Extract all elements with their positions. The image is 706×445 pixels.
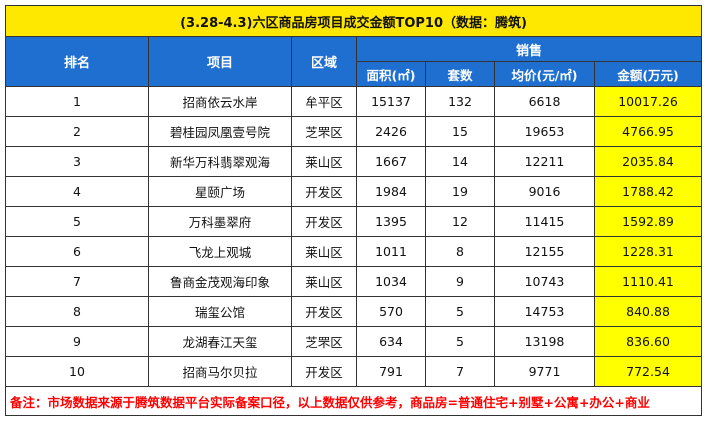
cell-avg-price: 12211 — [494, 146, 595, 177]
cell-rank: 1 — [5, 86, 149, 117]
cell-district: 开发区 — [291, 356, 357, 387]
header-district: 区域 — [291, 36, 357, 87]
header-rank: 排名 — [5, 36, 149, 87]
table-row: 3 新华万科翡翠观海 莱山区 1667 14 12211 2035.84 — [5, 146, 703, 177]
cell-avg-price: 13198 — [494, 326, 595, 357]
cell-area: 1984 — [356, 176, 426, 207]
cell-rank: 10 — [5, 356, 149, 387]
table-row: 7 鲁商金茂观海印象 莱山区 1034 9 10743 1110.41 — [5, 266, 703, 297]
cell-rank: 3 — [5, 146, 149, 177]
cell-district: 开发区 — [291, 206, 357, 237]
header-avg-price: 均价(元/㎡) — [494, 61, 595, 87]
table-container: (3.28-4.3)六区商品房项目成交金额TOP10（数据：腾筑) 排名 项目 … — [4, 5, 703, 416]
table-row: 8 瑞玺公馆 开发区 570 5 14753 840.88 — [5, 296, 703, 327]
cell-rank: 8 — [5, 296, 149, 327]
cell-area: 15137 — [356, 86, 426, 117]
cell-units: 19 — [425, 176, 495, 207]
cell-amount: 1788.42 — [593, 176, 703, 207]
cell-district: 开发区 — [291, 176, 357, 207]
cell-area: 1034 — [356, 266, 426, 297]
table-row: 6 飞龙上观城 莱山区 1011 8 12155 1228.31 — [5, 236, 703, 267]
cell-avg-price: 14753 — [494, 296, 595, 327]
cell-amount: 840.88 — [593, 296, 703, 327]
cell-avg-price: 12155 — [494, 236, 595, 267]
cell-area: 570 — [356, 296, 426, 327]
cell-project: 碧桂园凤凰壹号院 — [148, 116, 292, 147]
table-row: 4 星颐广场 开发区 1984 19 9016 1788.42 — [5, 176, 703, 207]
cell-district: 开发区 — [291, 296, 357, 327]
table-row: 1 招商依云水岸 牟平区 15137 132 6618 10017.26 — [5, 86, 703, 117]
cell-district: 芝罘区 — [291, 116, 357, 147]
cell-project: 招商马尔贝拉 — [148, 356, 292, 387]
header-row-2: 面积(㎡) 套数 均价(元/㎡) 金额(万元) — [6, 61, 703, 87]
cell-amount: 772.54 — [593, 356, 703, 387]
cell-area: 1395 — [356, 206, 426, 237]
cell-project: 龙湖春江天玺 — [148, 326, 292, 357]
cell-area: 2426 — [356, 116, 426, 147]
note-row: 备注：市场数据来源于腾筑数据平台实际备案口径，以上数据仅供参考，商品房=普通住宅… — [4, 386, 703, 416]
sales-ranking-table: (3.28-4.3)六区商品房项目成交金额TOP10（数据：腾筑) 排名 项目 … — [4, 5, 703, 416]
cell-area: 634 — [356, 326, 426, 357]
cell-project: 飞龙上观城 — [148, 236, 292, 267]
cell-units: 5 — [425, 296, 495, 327]
cell-amount: 10017.26 — [593, 86, 703, 117]
table-row: 10 招商马尔贝拉 开发区 791 7 9771 772.54 — [5, 356, 703, 387]
cell-rank: 5 — [5, 206, 149, 237]
table-body: 1 招商依云水岸 牟平区 15137 132 6618 10017.26 2 碧桂园凤凰壹号院芝… — [5, 86, 703, 387]
cell-avg-price: 10743 — [494, 266, 595, 297]
cell-project: 鲁商金茂观海印象 — [148, 266, 292, 297]
cell-units: 12 — [425, 206, 495, 237]
table-row: 5 万科墨翠府 开发区 1395 12 11415 1592.89 — [5, 206, 703, 237]
cell-district: 牟平区 — [291, 86, 357, 117]
cell-amount: 1592.89 — [593, 206, 703, 237]
cell-district: 莱山区 — [291, 146, 357, 177]
table-row: 2 碧桂园凤凰壹号院 芝罘区 2426 15 19653 4766.95 — [5, 116, 703, 147]
cell-units: 14 — [425, 146, 495, 177]
table-row: 9 龙湖春江天玺 芝罘区 634 5 13198 836.60 — [5, 326, 703, 357]
cell-units: 132 — [425, 86, 495, 117]
cell-amount: 1110.41 — [593, 266, 703, 297]
cell-district: 莱山区 — [291, 266, 357, 297]
cell-project: 瑞玺公馆 — [148, 296, 292, 327]
cell-avg-price: 9771 — [494, 356, 595, 387]
cell-district: 莱山区 — [291, 236, 357, 267]
header-sales: 销售 — [355, 36, 703, 62]
cell-avg-price: 9016 — [494, 176, 595, 207]
cell-project: 万科墨翠府 — [148, 206, 292, 237]
cell-rank: 7 — [5, 266, 149, 297]
header-project: 项目 — [148, 36, 292, 87]
cell-rank: 2 — [5, 116, 149, 147]
header-row-1: 排名 项目 区域 销售 — [5, 36, 703, 87]
cell-units: 8 — [425, 236, 495, 267]
cell-amount: 1228.31 — [593, 236, 703, 267]
header-amount: 金额(万元) — [593, 61, 703, 87]
cell-rank: 6 — [5, 236, 149, 267]
cell-rank: 4 — [5, 176, 149, 207]
cell-amount: 4766.95 — [593, 116, 703, 147]
header-units: 套数 — [425, 61, 495, 87]
cell-units: 7 — [425, 356, 495, 387]
footnote: 备注：市场数据来源于腾筑数据平台实际备案口径，以上数据仅供参考，商品房=普通住宅… — [4, 386, 703, 416]
cell-project: 招商依云水岸 — [148, 86, 292, 117]
cell-area: 791 — [356, 356, 426, 387]
cell-avg-price: 11415 — [494, 206, 595, 237]
cell-amount: 836.60 — [593, 326, 703, 357]
cell-units: 5 — [425, 326, 495, 357]
cell-amount: 2035.84 — [593, 146, 703, 177]
cell-area: 1011 — [356, 236, 426, 267]
title-row: (3.28-4.3)六区商品房项目成交金额TOP10（数据：腾筑) — [4, 5, 703, 37]
cell-rank: 9 — [5, 326, 149, 357]
cell-project: 星颐广场 — [148, 176, 292, 207]
cell-area: 1667 — [356, 146, 426, 177]
table-title: (3.28-4.3)六区商品房项目成交金额TOP10（数据：腾筑) — [4, 5, 703, 37]
cell-units: 15 — [425, 116, 495, 147]
cell-avg-price: 6618 — [494, 86, 595, 117]
cell-project: 新华万科翡翠观海 — [148, 146, 292, 177]
cell-units: 9 — [425, 266, 495, 297]
header-area: 面积(㎡) — [356, 61, 426, 87]
cell-district: 芝罘区 — [291, 326, 357, 357]
cell-avg-price: 19653 — [494, 116, 595, 147]
